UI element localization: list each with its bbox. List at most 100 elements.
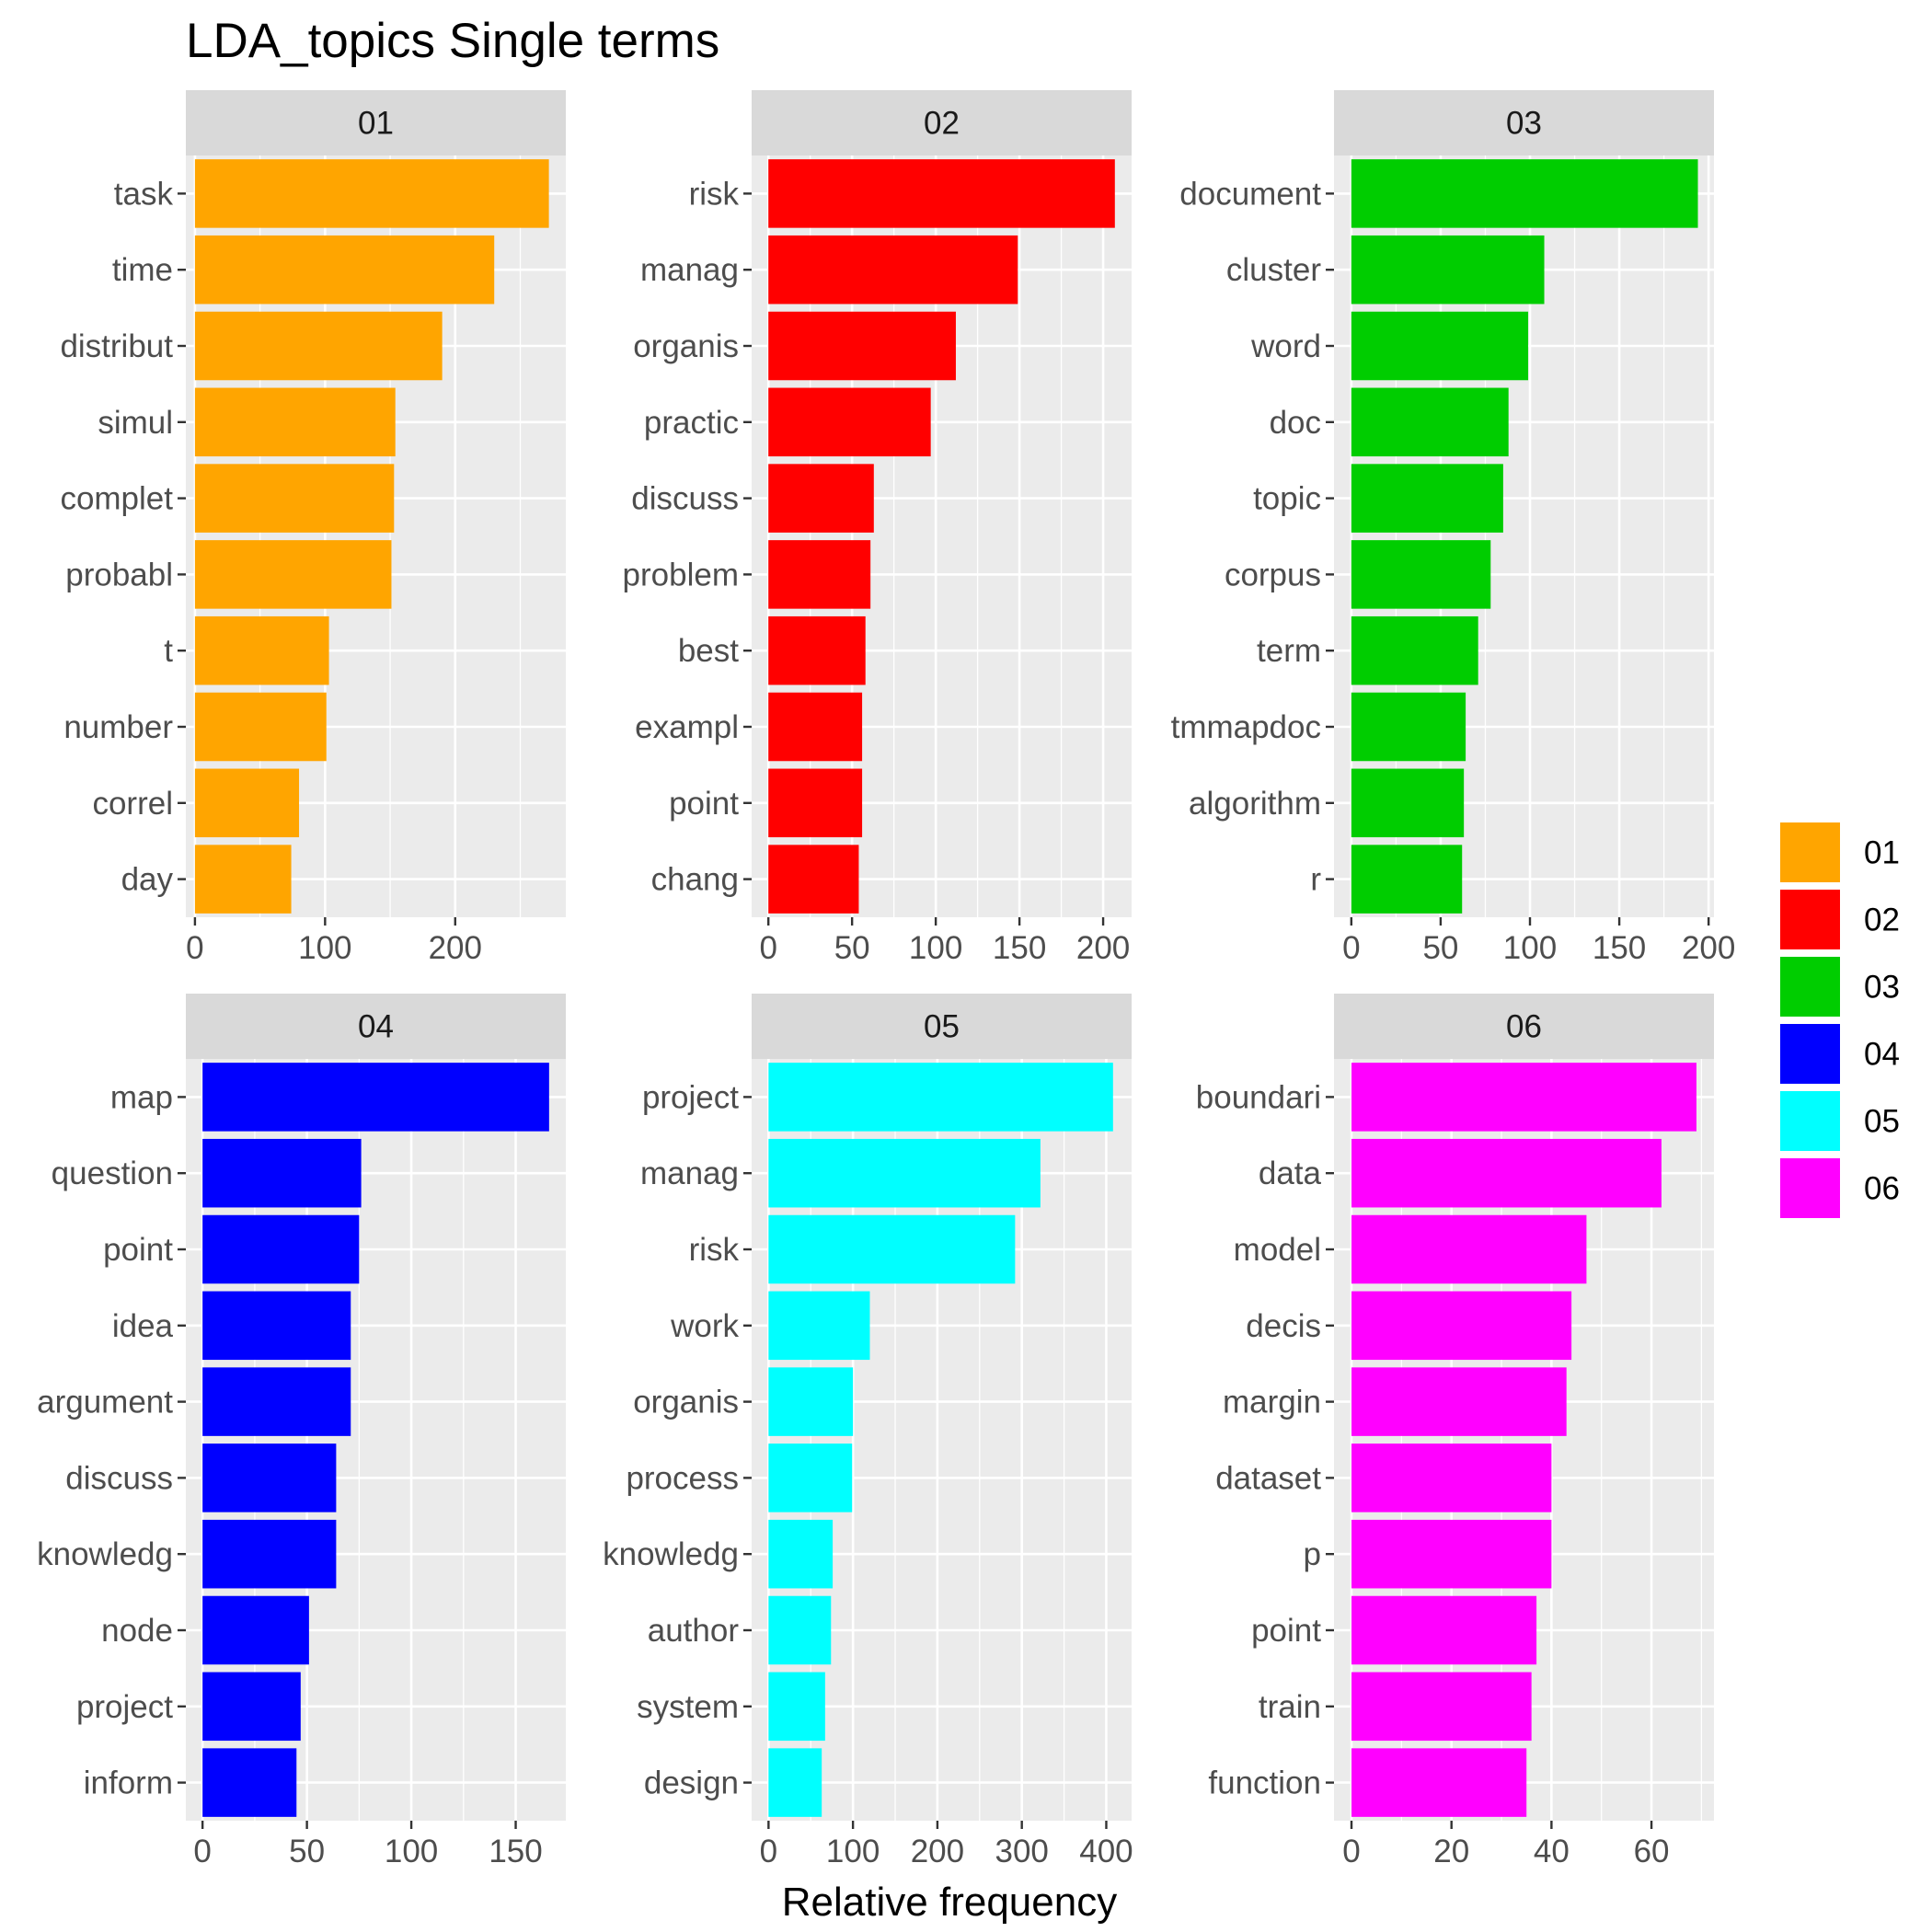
x-tick-label: 0 bbox=[1342, 1834, 1360, 1869]
category-label: project bbox=[76, 1689, 173, 1725]
category-label: model bbox=[1234, 1232, 1321, 1268]
bar-cluster bbox=[1351, 235, 1545, 305]
x-tick-label: 40 bbox=[1534, 1834, 1570, 1869]
bar-project bbox=[768, 1063, 1113, 1132]
bar-model bbox=[1351, 1214, 1587, 1284]
bar-best bbox=[768, 615, 866, 685]
bar-point bbox=[202, 1214, 360, 1284]
category-label: train bbox=[1259, 1689, 1321, 1725]
category-label: best bbox=[678, 633, 739, 669]
legend-label: 01 bbox=[1864, 835, 1900, 871]
category-label: idea bbox=[112, 1308, 174, 1344]
bar-argument bbox=[202, 1367, 351, 1436]
category-label: discuss bbox=[65, 1460, 173, 1496]
bar-r bbox=[1351, 845, 1463, 914]
x-tick-label: 150 bbox=[1593, 930, 1646, 966]
category-label: algorithm bbox=[1189, 786, 1321, 822]
bar-probabl bbox=[194, 540, 392, 609]
x-tick-label: 200 bbox=[911, 1834, 964, 1869]
bar-function bbox=[1351, 1748, 1527, 1817]
legend-label: 05 bbox=[1864, 1104, 1900, 1140]
category-label: day bbox=[121, 862, 174, 898]
bar-chang bbox=[768, 845, 859, 914]
bar-topic bbox=[1351, 464, 1503, 533]
legend-label: 06 bbox=[1864, 1171, 1900, 1207]
bar-system bbox=[768, 1672, 825, 1742]
bar-complet bbox=[194, 464, 395, 533]
bar-p bbox=[1351, 1519, 1552, 1589]
category-label: r bbox=[1310, 862, 1321, 898]
legend-key-05 bbox=[1778, 1089, 1842, 1153]
x-tick-label: 20 bbox=[1433, 1834, 1469, 1869]
bar-word bbox=[1351, 311, 1529, 381]
category-label: knowledg bbox=[37, 1536, 173, 1572]
bar-discuss bbox=[768, 464, 874, 533]
category-label: exampl bbox=[635, 709, 739, 745]
bar-dataset bbox=[1351, 1443, 1552, 1512]
category-label: decis bbox=[1246, 1308, 1321, 1344]
category-label: map bbox=[110, 1079, 173, 1115]
x-tick-label: 100 bbox=[826, 1834, 880, 1869]
category-label: doc bbox=[1270, 405, 1321, 441]
panel-06: 06 boundari data model decis margin dataset p po… bbox=[1196, 994, 1714, 1869]
category-label: author bbox=[648, 1613, 740, 1649]
x-tick-label: 0 bbox=[1342, 930, 1360, 966]
bar-decis bbox=[1351, 1291, 1572, 1361]
category-label: organis bbox=[633, 328, 739, 364]
bar-problem bbox=[768, 540, 871, 609]
category-label: argument bbox=[37, 1385, 173, 1420]
bar-boundari bbox=[1351, 1063, 1696, 1132]
category-label: distribut bbox=[60, 328, 173, 364]
x-tick-label: 300 bbox=[995, 1834, 1048, 1869]
x-tick-label: 200 bbox=[1076, 930, 1130, 966]
bar-manag bbox=[768, 235, 1018, 305]
bar-margin bbox=[1351, 1367, 1567, 1436]
bar-process bbox=[768, 1443, 853, 1512]
strip-background bbox=[186, 90, 566, 155]
bar-time bbox=[194, 235, 495, 305]
x-tick-label: 100 bbox=[1503, 930, 1557, 966]
category-label: dataset bbox=[1215, 1460, 1321, 1496]
x-tick-label: 400 bbox=[1079, 1834, 1133, 1869]
x-tick-label: 50 bbox=[1422, 930, 1458, 966]
panel-04: 04 map question point idea argument discuss kno… bbox=[37, 994, 566, 1869]
category-label: point bbox=[103, 1232, 173, 1268]
bar-organis bbox=[768, 1367, 854, 1436]
legend-label: 03 bbox=[1864, 970, 1900, 1006]
legend-label: 04 bbox=[1864, 1037, 1900, 1073]
category-label: t bbox=[164, 633, 173, 669]
category-label: work bbox=[670, 1308, 739, 1344]
bar-corpus bbox=[1351, 540, 1491, 609]
category-label: point bbox=[1251, 1613, 1321, 1649]
legend-key-06 bbox=[1778, 1156, 1842, 1220]
category-label: cluster bbox=[1226, 252, 1321, 288]
strip-label: 01 bbox=[358, 106, 394, 142]
bar-project bbox=[202, 1672, 301, 1742]
category-label: term bbox=[1257, 633, 1321, 669]
x-tick-label: 60 bbox=[1634, 1834, 1670, 1869]
category-label: manag bbox=[640, 1156, 739, 1191]
bar-t bbox=[194, 615, 329, 685]
category-label: corpus bbox=[1225, 557, 1321, 592]
panel-01: 01 task time distribut simul complet probabl t n… bbox=[60, 90, 566, 966]
bar-number bbox=[194, 692, 327, 762]
x-axis-title: Relative frequency bbox=[782, 1880, 1117, 1925]
bar-risk bbox=[768, 159, 1115, 228]
category-label: boundari bbox=[1196, 1079, 1321, 1115]
category-label: margin bbox=[1223, 1385, 1321, 1420]
bar-document bbox=[1351, 159, 1698, 228]
category-label: process bbox=[626, 1460, 739, 1496]
bar-simul bbox=[194, 387, 396, 457]
category-label: topic bbox=[1253, 481, 1321, 517]
bar-tmmapdoc bbox=[1351, 692, 1466, 762]
x-tick-label: 50 bbox=[289, 1834, 325, 1869]
category-label: organis bbox=[633, 1385, 739, 1420]
bar-task bbox=[194, 159, 549, 228]
category-label: risk bbox=[689, 1232, 740, 1268]
category-label: inform bbox=[84, 1765, 173, 1801]
category-label: practic bbox=[644, 405, 739, 441]
strip-background bbox=[752, 90, 1132, 155]
x-tick-label: 200 bbox=[1682, 930, 1735, 966]
x-tick-label: 50 bbox=[834, 930, 870, 966]
legend-key-04 bbox=[1778, 1022, 1842, 1086]
